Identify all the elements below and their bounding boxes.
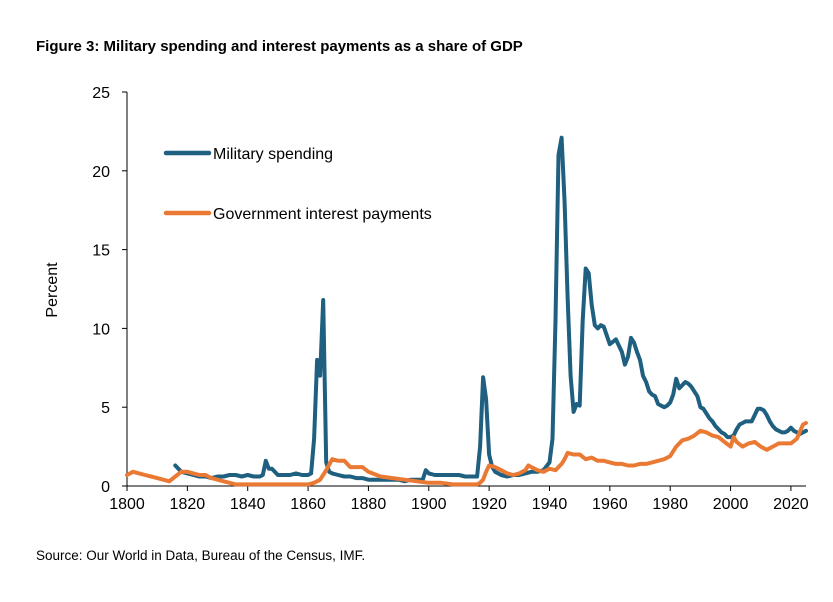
series-line-interest-payments: [125, 421, 808, 487]
legend-label-military-spending: Military spending: [213, 146, 333, 163]
x-tick-label: 1900: [411, 496, 447, 513]
y-tick-label: 15: [92, 243, 110, 260]
x-axis: 1800 1820 1840 1860 1880 1900 1920 1940 1960 1980…: [109, 485, 809, 513]
y-axis-title: Percent: [44, 262, 61, 318]
figure-title: Figure 3: Military spending and interest…: [36, 38, 523, 55]
y-tick-label: 0: [101, 479, 110, 496]
series-line-military-spending: [173, 135, 808, 484]
y-tick-label: 5: [101, 400, 110, 417]
x-tick-label: 2000: [713, 496, 749, 513]
y-tick-label: 10: [92, 321, 110, 338]
y-axis: 0 5 10 15 20 25: [92, 85, 128, 496]
x-tick-label: 1800: [109, 496, 145, 513]
x-tick-label: 1820: [170, 496, 206, 513]
x-tick-label: 1880: [351, 496, 387, 513]
figure-source: Source: Our World in Data, Bureau of the…: [36, 548, 366, 563]
x-tick-label: 1980: [652, 496, 688, 513]
x-tick-label: 1920: [471, 496, 507, 513]
legend-label-interest-payments: Government interest payments: [213, 206, 432, 223]
x-tick-label: 1840: [230, 496, 266, 513]
x-tick-label: 1860: [290, 496, 326, 513]
y-tick-label: 25: [92, 85, 110, 102]
x-tick-label: 1960: [592, 496, 628, 513]
x-tick-label: 2020: [773, 496, 809, 513]
series-lines: [125, 135, 808, 487]
legend: Military spending Government interest pay…: [163, 146, 432, 223]
x-tick-label: 1940: [532, 496, 568, 513]
y-tick-label: 20: [92, 164, 110, 181]
